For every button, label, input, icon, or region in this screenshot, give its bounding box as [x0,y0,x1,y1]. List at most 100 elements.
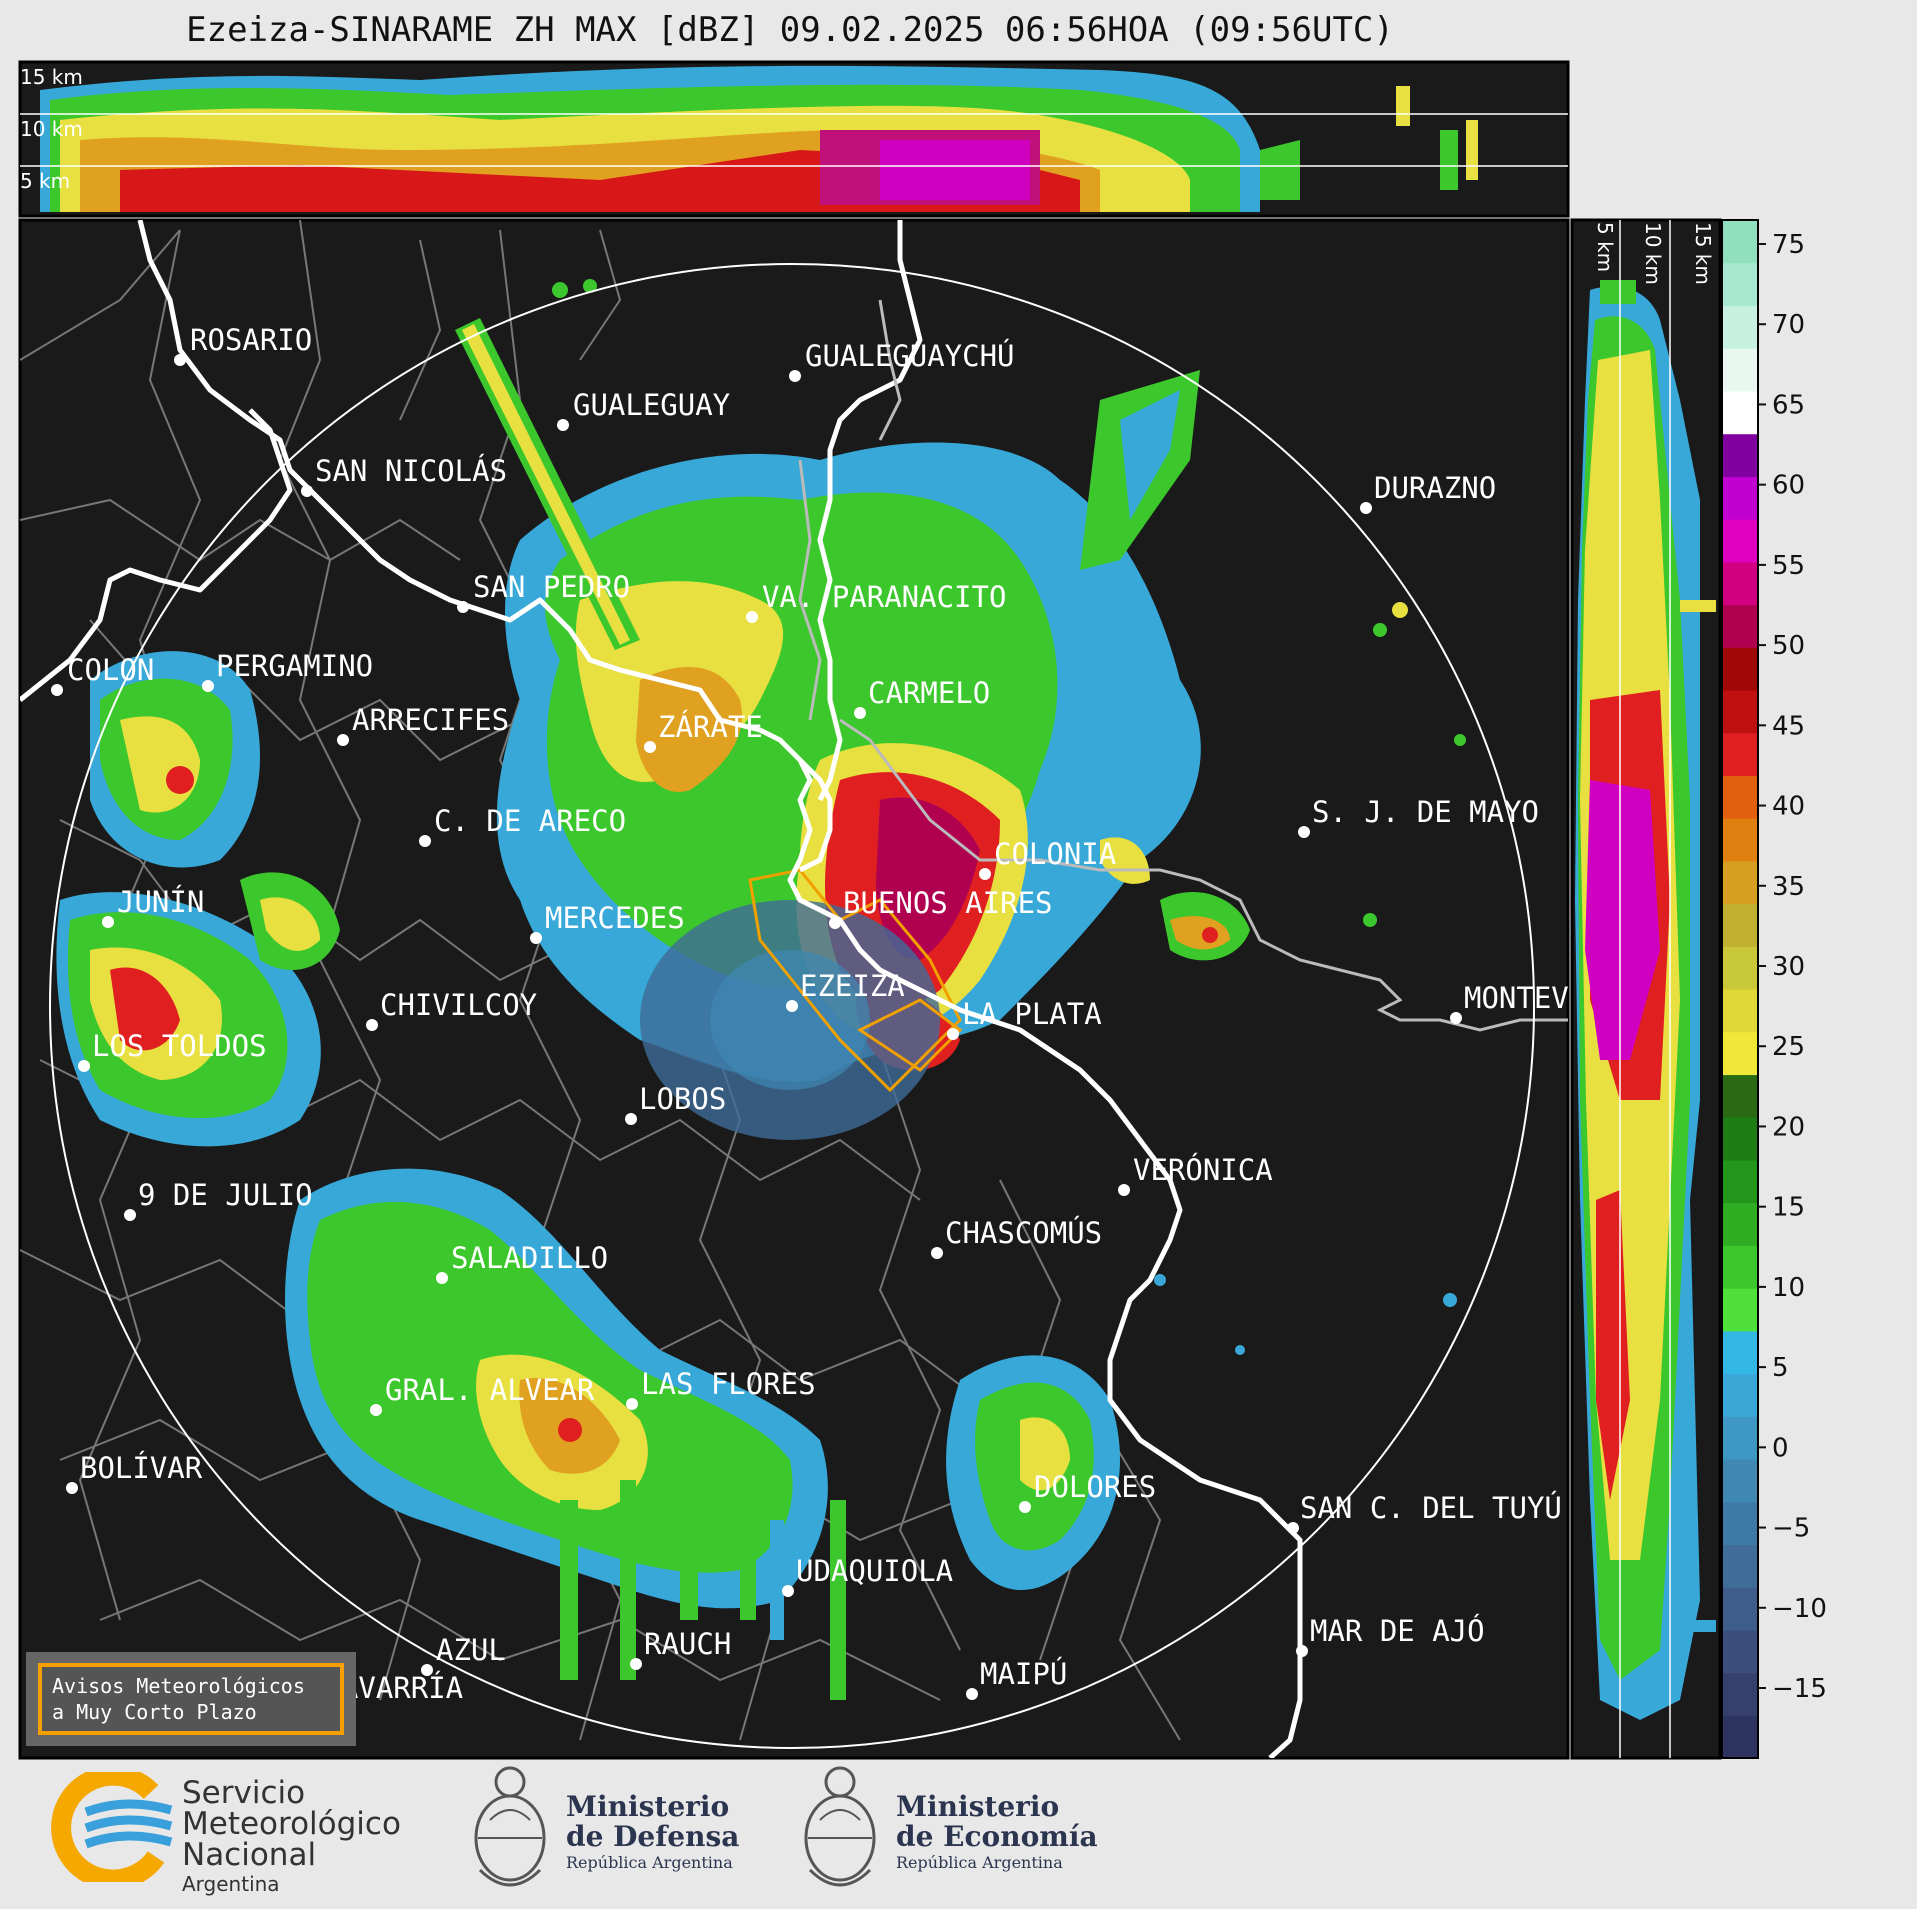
defensa-coat-of-arms-icon [474,1766,546,1887]
defensa-logo-text: Ministerio de Defensa República Argentin… [566,1792,739,1874]
economia-title-1: Ministerio [896,1790,1060,1823]
city-marker-mercedes: MERCEDES [530,901,685,944]
city-label: MAIPÚ [980,1657,1067,1691]
smn-line-2: Meteorológico [182,1806,401,1842]
colorbar-tick-label: 50 [1772,631,1805,661]
colorbar-swatch [1722,519,1758,563]
colorbar-tick-label: 15 [1772,1193,1805,1223]
colorbar-tick-label: 25 [1772,1032,1805,1062]
colorbar-swatch [1722,1672,1758,1716]
colorbar-tick-label: 10 [1772,1273,1805,1303]
colorbar-tick-label: 20 [1772,1112,1805,1142]
avisos-notice-box[interactable]: Avisos Meteorológicos a Muy Corto Plazo [38,1663,344,1735]
city-label: JUNÍN [117,885,204,919]
city-marker-colon: COLON [51,653,154,696]
city-marker-chivilcoy: CHIVILCOY [366,988,537,1031]
city-marker-bolivar: BOLÍVAR [66,1451,203,1494]
city-marker-montevideo: MONTEV [1450,981,1569,1024]
colorbar-swatch [1722,1245,1758,1289]
side-height-label: 5 km [1593,222,1617,272]
city-label: GUALEGUAY [573,388,730,422]
city-label: S. J. DE MAYO [1312,795,1539,829]
city-marker-rauch: RAUCH [630,1627,731,1670]
page-title: Ezeiza-SINARAME ZH MAX [dBZ] 09.02.2025 … [186,10,1394,50]
city-marker-junin: JUNÍN [102,885,204,928]
colorbar-swatch [1722,348,1758,392]
city-label: DOLORES [1034,1470,1156,1504]
colorbar-tick-label: 60 [1772,471,1805,501]
city-label: SAN PEDRO [473,570,630,604]
city-label: LAS FLORES [641,1367,816,1401]
colorbar-swatch [1722,1074,1758,1118]
colorbar-tick-label: 65 [1772,390,1805,420]
city-label: C. DE ARECO [434,804,626,838]
city-marker-dolores: DOLORES [1019,1470,1156,1513]
city-label: VA. PARANACITO [762,580,1006,614]
city-label: MONTEV [1464,981,1569,1015]
uruguay-coast [798,299,1568,1032]
city-label: EZEIZA [800,969,905,1003]
colorbar-swatch [1722,1117,1758,1161]
top-cross-section-echo [40,65,1478,213]
colorbar-swatch [1722,1501,1758,1545]
avisos-line-2: a Muy Corto Plazo [52,1700,257,1724]
city-marker-arrecifes: ARRECIFES [337,703,509,746]
city-marker-9-de-julio: 9 DE JULIO [124,1178,313,1221]
economia-logo-text: Ministerio de Economía República Argenti… [896,1792,1098,1874]
city-label: CHIVILCOY [380,988,537,1022]
city-marker-veronica: VERÓNICA [1118,1153,1273,1196]
city-marker-c-de-areco: C. DE ARECO [419,804,626,847]
colorbar-tick-label: 40 [1772,792,1805,822]
colorbar-swatch [1722,561,1758,606]
warning-polygons [748,868,963,1093]
economia-coat-of-arms-icon [804,1766,876,1887]
city-label: LOS TOLDOS [92,1029,267,1063]
city-label: BUENOS AIRES [843,886,1053,920]
city-marker-durazno: DURAZNO [1360,471,1496,514]
colorbar-tick-label: −15 [1772,1674,1827,1704]
colorbar-tick-label: 0 [1772,1433,1789,1463]
city-marker-san-pedro: SAN PEDRO [457,570,630,613]
top-height-label: 10 km [20,117,83,141]
colorbar-frame [1721,219,1759,1759]
city-marker-gualeguaychu: GUALEGUAYCHÚ [789,339,1015,382]
city-label: LOBOS [639,1082,726,1116]
city-label: ARRECIFES [352,703,509,737]
colorbar-swatch [1722,220,1758,264]
city-label: VERÓNICA [1133,1153,1273,1187]
city-label: COLON [67,653,154,687]
colorbar-swatch [1722,1202,1758,1246]
city-marker-gral-alvear: GRAL. ALVEAR [370,1373,595,1416]
city-label: GRAL. ALVEAR [385,1373,595,1407]
city-label: DURAZNO [1374,471,1496,505]
side-cross-section-echo [1575,280,1716,1720]
colorbar-swatch [1722,1031,1758,1076]
city-label: ZÁRATE [658,710,763,744]
side-height-label: 15 km [1691,222,1715,285]
colorbar-swatch [1722,1458,1758,1503]
top-height-label: 5 km [20,169,70,193]
city-marker-saladillo: SALADILLO [436,1241,608,1284]
colorbar-tick-label: −5 [1772,1514,1810,1544]
city-label: SAN NICOLÁS [315,454,507,488]
city-label: LA PLATA [962,997,1102,1031]
map-layers: ROSARIO GUALEGUAYCHÚ GUALEGUAY SAN NICOL… [20,220,1569,1758]
colorbar [1722,220,1758,1759]
city-label: ROSARIO [190,323,312,357]
city-marker-lobos: LOBOS [625,1082,726,1125]
colorbar-tick-label: 75 [1772,230,1805,260]
smn-line-1: Servicio [182,1775,306,1811]
city-marker-las-flores: LAS FLORES [626,1367,816,1410]
city-marker-azul: AZUL [421,1633,506,1676]
colorbar-swatch [1722,946,1758,990]
city-marker-carmelo: CARMELO [854,676,990,719]
colorbar-swatch [1722,390,1758,435]
colorbar-swatch [1722,1629,1758,1674]
city-markers: ROSARIO GUALEGUAYCHÚ GUALEGUAY SAN NICOL… [51,323,1569,1714]
city-marker-zarate: ZÁRATE [644,710,763,753]
city-label: MAR DE AJÓ [1310,1614,1485,1648]
colorbar-swatch [1722,989,1758,1033]
smn-line-3: Nacional [182,1837,317,1873]
city-marker-udaquiola: UDAQUIOLA [782,1554,953,1597]
colorbar-swatch [1722,1288,1758,1332]
